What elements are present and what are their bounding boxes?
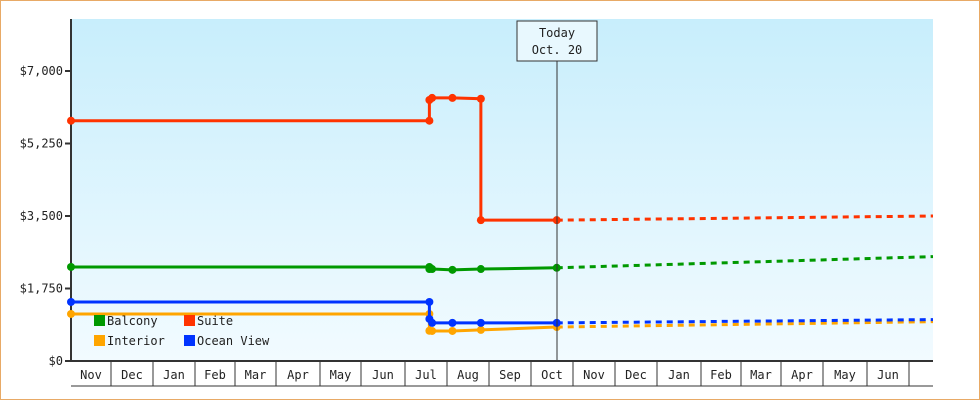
x-tick-label: Nov [583,368,605,382]
data-point [425,116,434,125]
forecast-line-interior [556,320,934,329]
data-point [476,325,485,334]
today-label: Today [539,26,575,40]
data-point [448,326,457,335]
x-tick-label: Jan [668,368,690,382]
data-point [425,297,434,306]
forecast-line-suite [556,214,934,222]
x-tick-label: Oct [541,368,563,382]
legend-label: Suite [197,314,233,328]
x-tick-label: Aug [457,368,479,382]
legend-swatch [94,335,105,346]
today-date: Oct. 20 [532,43,583,57]
x-tick-label: May [834,368,856,382]
legend-label: Ocean View [197,334,270,348]
x-tick-label: Jan [163,368,185,382]
x-tick-label: Jul [415,368,437,382]
data-point [448,265,457,274]
x-tick-label: Apr [287,368,309,382]
forecast-line-ocean-view [556,318,934,325]
x-tick-label: Nov [80,368,102,382]
x-tick-label: Feb [204,368,226,382]
data-point [476,216,485,225]
x-tick-label: Mar [245,368,267,382]
forecast-line-balcony [556,255,934,270]
x-tick-label: Jun [877,368,899,382]
data-point [67,116,75,125]
x-tick-label: Feb [710,368,732,382]
x-tick-label: Apr [791,368,813,382]
x-tick-label: Dec [121,368,143,382]
legend-swatch [184,315,195,326]
data-point [428,93,437,102]
today-box [516,20,598,62]
y-tick-label: $3,500 [20,209,63,223]
data-point [476,265,485,274]
legend-swatch [94,315,105,326]
data-point [448,93,457,102]
x-tick-label: Jun [372,368,394,382]
data-point [67,309,75,318]
x-tick-label: Dec [625,368,647,382]
x-tick-label: Sep [499,368,521,382]
legend-swatch [184,335,195,346]
data-point [428,318,437,327]
x-tick-label: Mar [750,368,772,382]
data-point [476,94,485,103]
legend-label: Interior [107,334,165,348]
y-tick-label: $5,250 [20,137,63,151]
data-point [428,326,437,335]
legend-label: Balcony [107,314,158,328]
data-point [67,262,75,271]
data-point [428,265,437,274]
data-point [476,318,485,327]
y-tick-label: $7,000 [20,64,63,78]
y-tick-label: $0 [49,354,63,368]
data-point [67,297,75,306]
data-point [448,318,457,327]
plot-area [71,19,933,361]
y-tick-label: $1,750 [20,282,63,296]
x-tick-label: May [330,368,352,382]
